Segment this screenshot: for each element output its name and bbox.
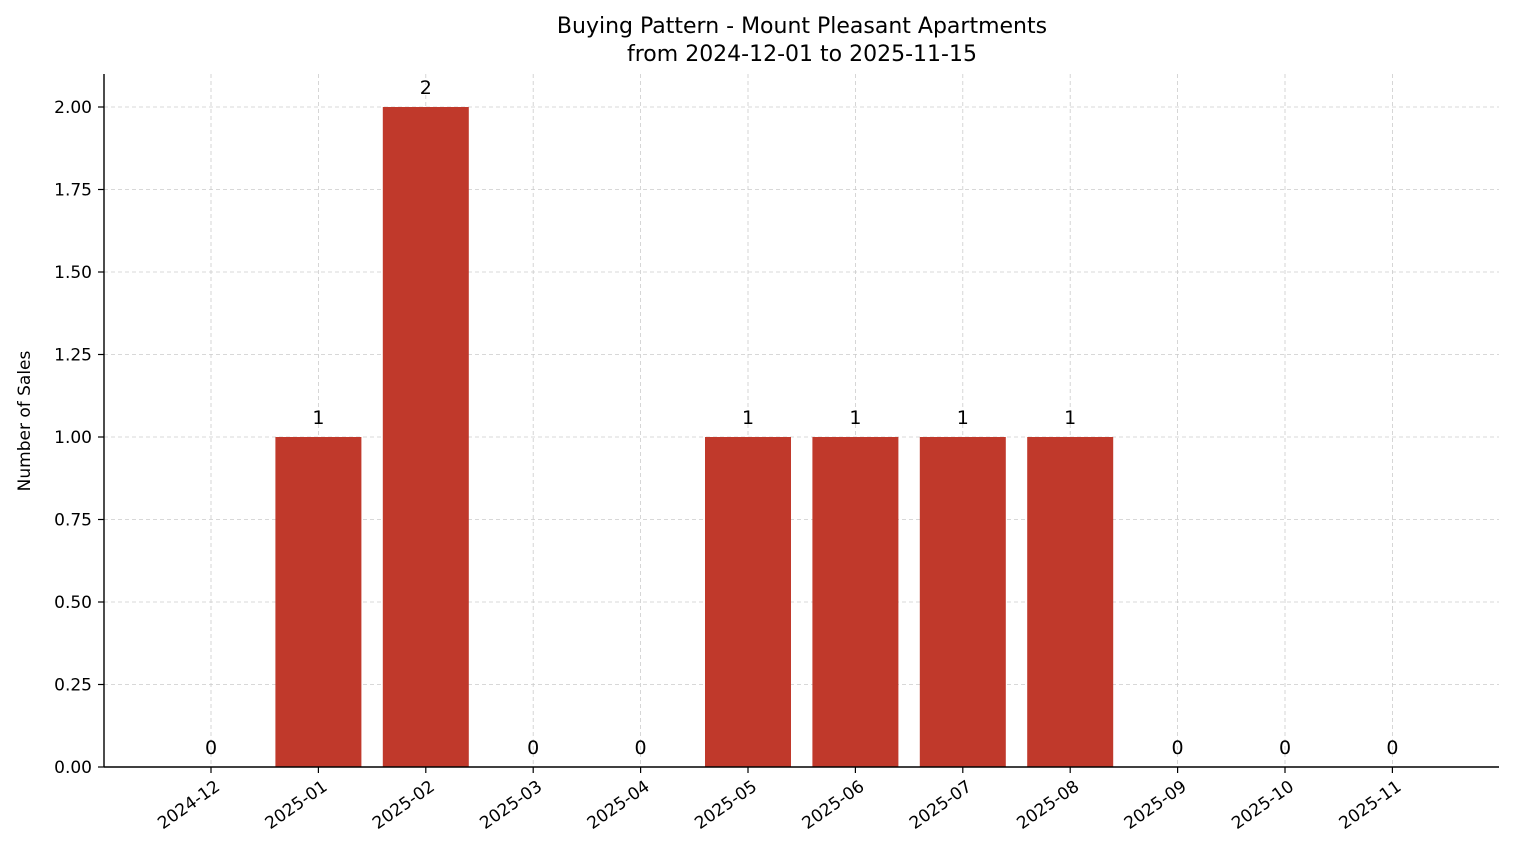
bar-value-label: 1 <box>957 407 969 429</box>
bar <box>705 437 791 767</box>
x-tick-label: 2025-05 <box>691 777 761 834</box>
y-tick-label: 1.00 <box>54 428 92 448</box>
y-tick-label: 2.00 <box>54 98 92 118</box>
bar <box>919 437 1006 767</box>
bar <box>382 107 469 767</box>
x-tick-label: 2025-06 <box>799 777 869 834</box>
bar-value-label: 0 <box>527 737 539 759</box>
y-tick-label: 0.50 <box>54 593 92 613</box>
bar-value-label: 1 <box>849 407 861 429</box>
y-tick-label: 1.75 <box>54 181 92 201</box>
y-tick-label: 1.50 <box>54 263 92 283</box>
bar-value-label: 0 <box>1386 737 1398 759</box>
x-tick-label: 2025-03 <box>476 777 546 834</box>
data-labels: 0 1 2 0 0 1 1 1 1 0 0 0 <box>205 77 1398 759</box>
chart-title: Buying Pattern - Mount Pleasant Apartmen… <box>557 14 1047 39</box>
x-tick-label: 2025-10 <box>1228 777 1298 834</box>
x-tick-label: 2025-04 <box>584 777 654 834</box>
x-tick-label: 2025-07 <box>906 777 976 834</box>
x-tick-label: 2024-12 <box>154 777 224 834</box>
bar <box>275 437 362 767</box>
bar-value-label: 0 <box>205 737 217 759</box>
bar <box>1027 437 1114 767</box>
bar-value-label: 0 <box>1172 737 1184 759</box>
bar-value-label: 0 <box>1279 737 1291 759</box>
bar <box>812 437 899 767</box>
bars <box>275 107 1114 767</box>
y-tick-label: 0.75 <box>54 511 92 531</box>
y-tick-label: 1.25 <box>54 346 92 366</box>
x-tick-label: 2025-08 <box>1013 777 1083 834</box>
x-tick-label: 2025-11 <box>1336 777 1406 834</box>
chart-subtitle: from 2024-12-01 to 2025-11-15 <box>627 42 977 67</box>
bar-value-label: 1 <box>1064 407 1076 429</box>
y-axis-label: Number of Sales <box>15 350 35 491</box>
bar-value-label: 1 <box>312 407 324 429</box>
bar-value-label: 1 <box>742 407 754 429</box>
bar-value-label: 2 <box>420 77 432 99</box>
x-tick-label: 2025-02 <box>369 777 439 834</box>
bar-value-label: 0 <box>635 737 647 759</box>
y-tick-label: 0.25 <box>54 676 92 696</box>
x-tick-label: 2025-01 <box>262 777 332 834</box>
x-tick-label: 2025-09 <box>1121 777 1191 834</box>
y-tick-label: 0.00 <box>54 758 92 778</box>
